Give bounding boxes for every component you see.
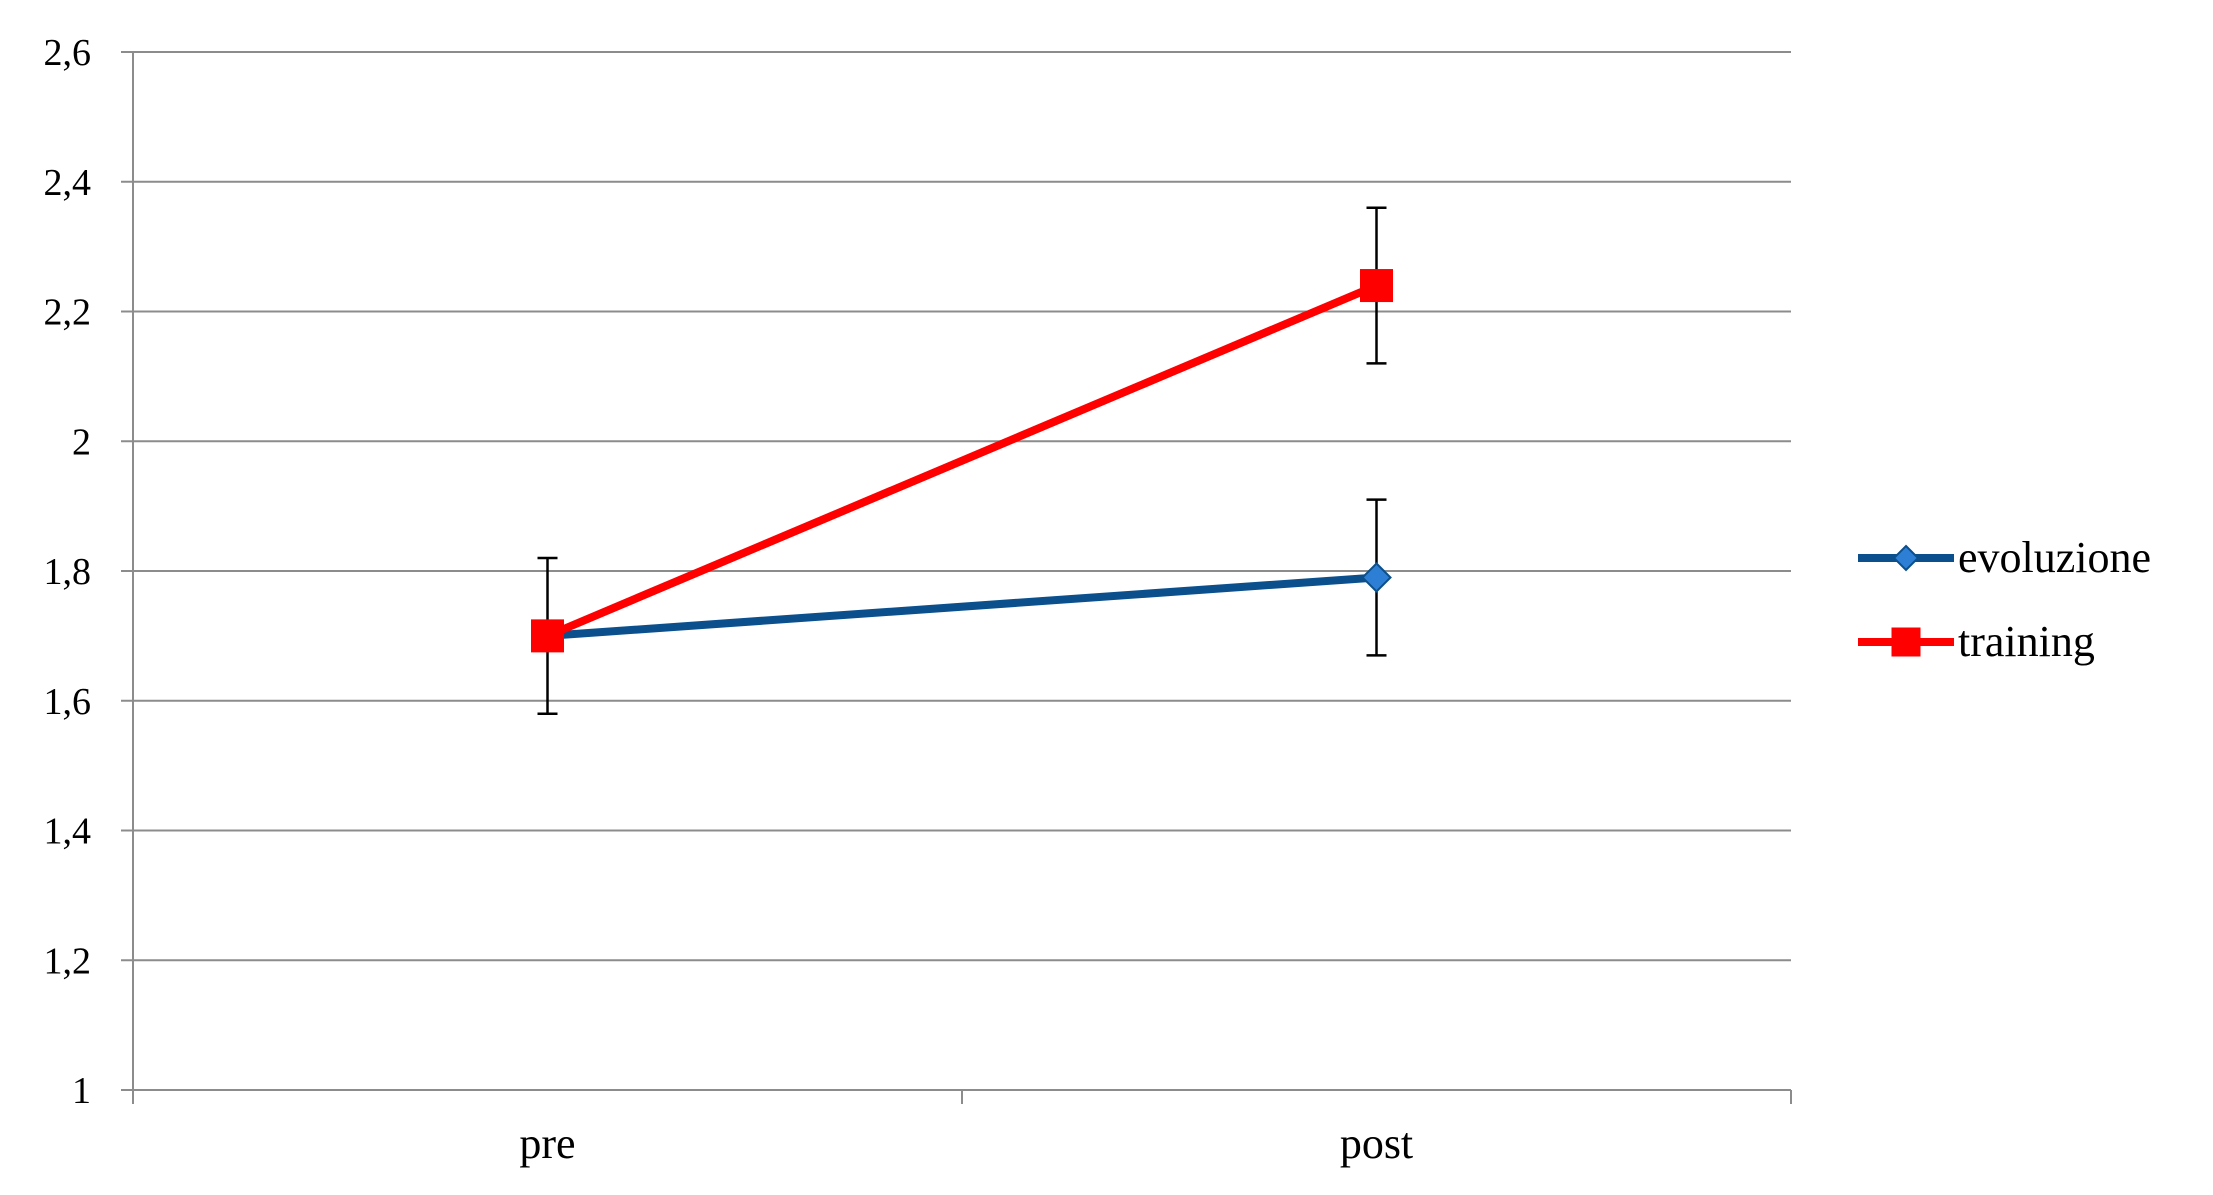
y-tick-label: 1,4 — [44, 811, 92, 853]
data-point-evoluzione — [1361, 562, 1392, 593]
y-tick-label: 2,4 — [44, 162, 92, 204]
gridlines — [133, 51, 1791, 962]
legend-item-evoluzione: evoluzione — [1858, 533, 2151, 582]
x-tick-label: pre — [519, 1119, 575, 1168]
data-point-training — [531, 619, 564, 653]
data-point-training — [1360, 269, 1393, 303]
x-tick-label: post — [1340, 1119, 1413, 1168]
series — [531, 206, 1393, 715]
legend-label: evoluzione — [1958, 533, 2151, 582]
legend: evoluzione training — [1858, 533, 2151, 666]
legend-swatch-marker — [1891, 627, 1921, 657]
series-line-training — [545, 281, 1379, 640]
y-tick-label: 2,2 — [44, 292, 92, 334]
axes — [121, 51, 1792, 1104]
y-tick-label: 2,6 — [44, 32, 92, 74]
legend-label: training — [1958, 617, 2095, 666]
y-tick-labels: 1 1,2 1,4 1,6 1,8 2 2,2 2,4 2,6 — [44, 32, 92, 1112]
y-tick-label: 1,6 — [44, 681, 92, 723]
series-line-evoluzione — [547, 573, 1377, 640]
x-tick-labels: pre post — [519, 1119, 1413, 1168]
y-tick-label: 1,2 — [44, 940, 92, 982]
legend-item-training: training — [1858, 617, 2095, 666]
y-tick-label: 1 — [72, 1070, 91, 1112]
y-tick-label: 1,8 — [44, 551, 92, 593]
y-tick-label: 2 — [72, 421, 91, 463]
legend-swatch-marker — [1892, 544, 1920, 572]
